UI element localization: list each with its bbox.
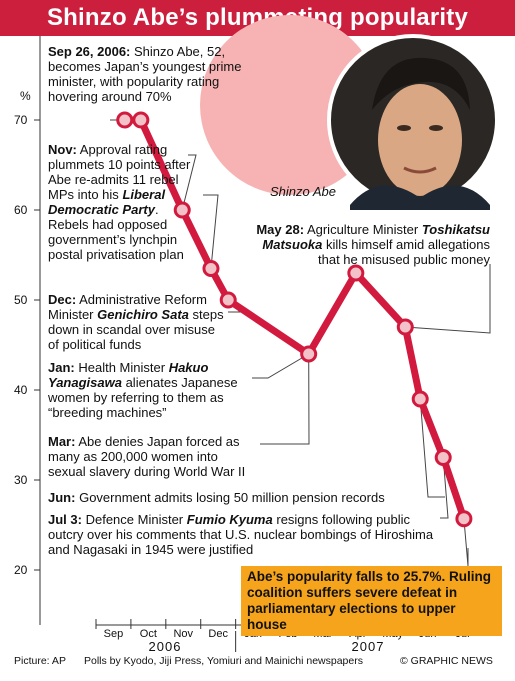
abe-portrait — [327, 34, 499, 210]
y-tick-label: 30 — [14, 473, 28, 487]
title-bar: Shinzo Abe’s plummeting popularity — [0, 0, 515, 36]
data-point — [347, 264, 365, 282]
connector-line — [440, 457, 449, 519]
annotation-dec: Dec: Administrative Reform Minister Geni… — [48, 292, 224, 352]
annotation-nov: Nov: Approval rating plummets 10 points … — [48, 142, 191, 262]
x-tick-label: Oct — [140, 628, 157, 640]
data-point — [434, 449, 452, 466]
data-point — [132, 111, 150, 129]
data-point — [116, 111, 134, 129]
annotation-connectors — [110, 119, 491, 567]
data-point — [300, 345, 318, 363]
data-point — [202, 260, 220, 277]
y-unit-label: % — [20, 89, 31, 103]
footer-polls-source: Polls by Kyodo, Jiji Press, Yomiuri and … — [84, 655, 363, 667]
annotation-jul-3: Jul 3: Defence Minister Fumio Kyuma resi… — [48, 512, 434, 557]
connector-line — [405, 264, 491, 334]
connector-line — [181, 154, 197, 211]
y-tick-label: 70 — [14, 113, 28, 127]
year-label-2007: 2007 — [352, 639, 385, 654]
annotation-jan: Jan: Health Minister Hakuo Yanagisawa al… — [48, 360, 238, 420]
data-point — [173, 201, 191, 219]
photo-caption: Shinzo Abe — [270, 184, 337, 199]
data-point — [411, 390, 429, 408]
connector-line — [419, 398, 445, 498]
y-tick-label: 40 — [14, 383, 28, 397]
connector-line — [203, 194, 219, 269]
footer-picture-credit: Picture: AP — [14, 655, 66, 667]
y-tick-label: 20 — [14, 563, 28, 577]
highlight-box: Abe’s popularity falls to 25.7%. Ruling … — [241, 566, 502, 636]
annotation-may-28: May 28: Agriculture Minister Toshikatsu … — [256, 222, 490, 267]
y-tick-label: 60 — [14, 203, 28, 217]
data-point — [219, 291, 237, 309]
footer-graphic-news: © GRAPHIC NEWS — [400, 655, 493, 667]
year-label-2006: 2006 — [149, 639, 182, 654]
data-point — [455, 510, 473, 528]
connector-line — [260, 353, 310, 445]
x-tick-label: Nov — [173, 628, 193, 640]
x-tick-label: Sep — [104, 628, 124, 640]
annotation-sep-2006: Sep 26, 2006: Shinzo Abe, 52, becomes Ja… — [48, 44, 242, 104]
y-tick-label: 50 — [14, 293, 28, 307]
annotation-jun: Jun: Government admits losing 50 million… — [48, 490, 385, 505]
series-popularity — [116, 111, 473, 528]
data-point — [396, 318, 414, 336]
annotation-mar: Mar: Abe denies Japan forced as many as … — [48, 434, 246, 479]
x-tick-label: Dec — [208, 628, 228, 640]
connector-line — [252, 353, 309, 379]
